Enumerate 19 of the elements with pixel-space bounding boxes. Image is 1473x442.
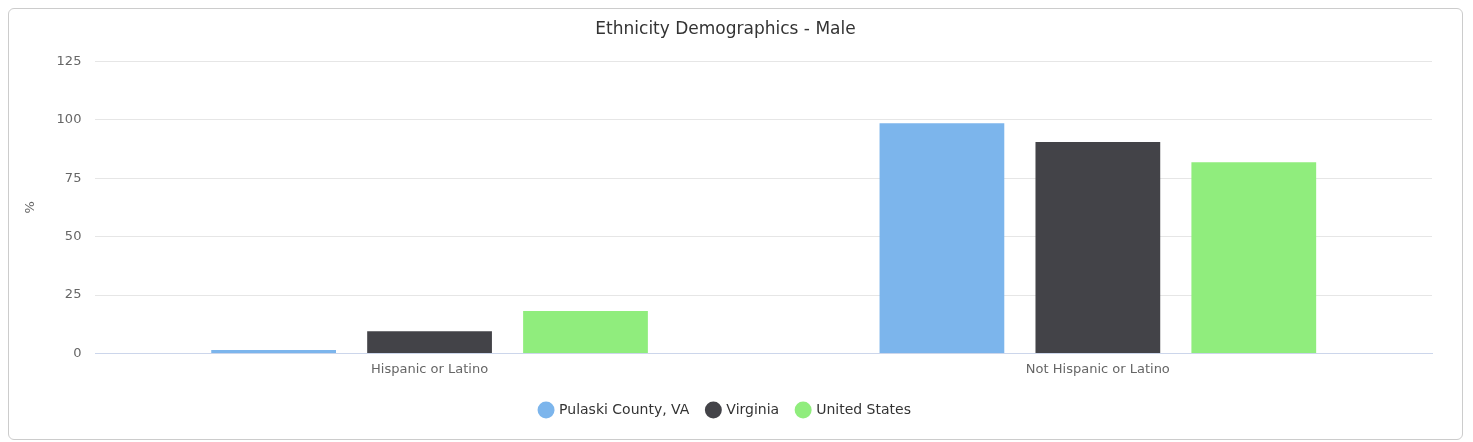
- y-tick-label: 0: [73, 344, 82, 360]
- legend-label: Virginia: [726, 400, 780, 417]
- bar: [879, 123, 1005, 353]
- y-tick-label: 100: [56, 111, 82, 127]
- legend-label: United States: [816, 400, 911, 417]
- y-tick-label: 125: [56, 52, 82, 68]
- y-tick-label: 75: [64, 169, 82, 185]
- x-tick-label: Not Hispanic or Latino: [1025, 360, 1170, 376]
- legend-label: Pulaski County, VA: [559, 400, 690, 417]
- y-axis-title: %: [22, 201, 38, 214]
- y-tick-label: 25: [64, 286, 82, 302]
- chart-title: Ethnicity Demographics - Male: [595, 17, 856, 38]
- bar: [1035, 141, 1161, 353]
- y-tick-label: 50: [64, 227, 82, 243]
- bar: [367, 331, 492, 353]
- bar: [211, 349, 336, 353]
- bar: [523, 310, 648, 353]
- bar: [1191, 162, 1317, 353]
- x-tick-label: Hispanic or Latino: [371, 360, 489, 376]
